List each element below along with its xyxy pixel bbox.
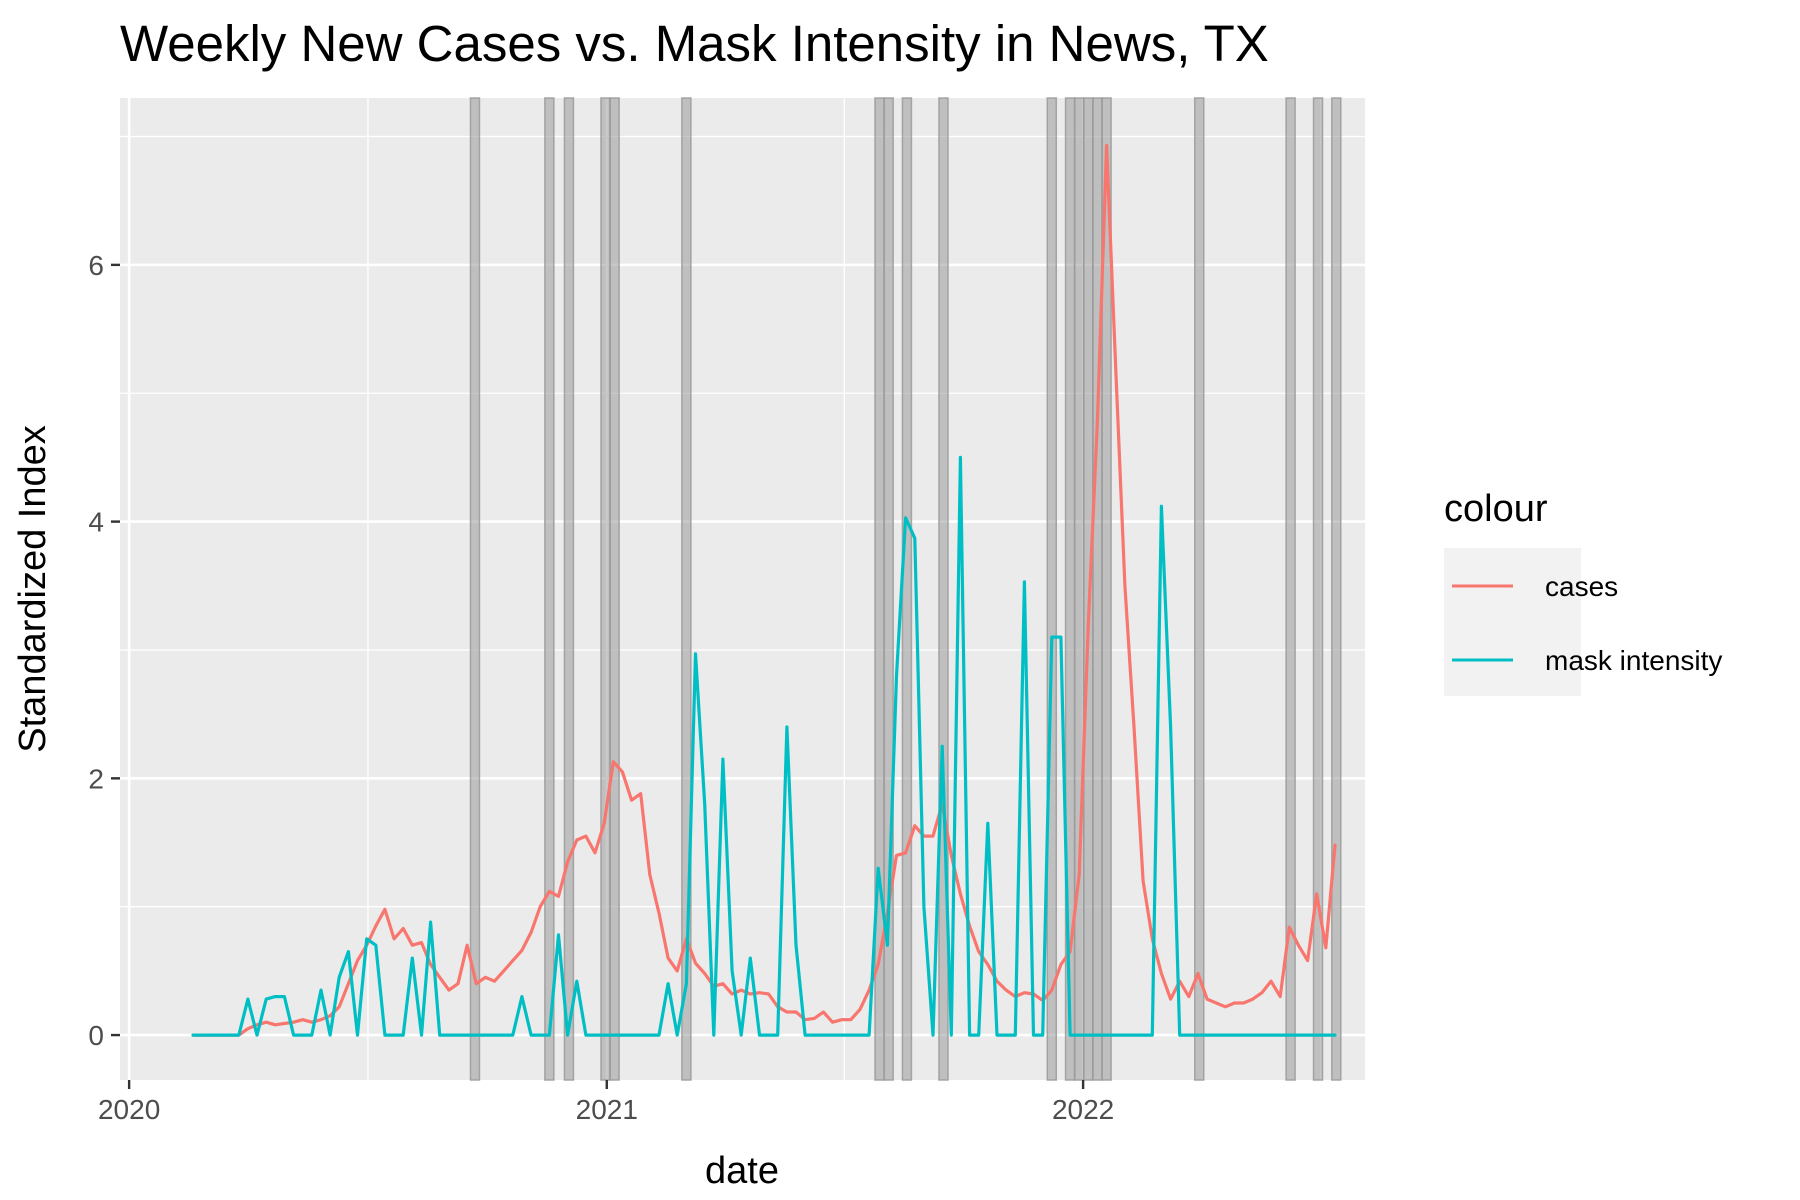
shaded-weeks [469,97,1342,1081]
shaded-week-band [1285,97,1296,1081]
shaded-week-band [1101,97,1112,1081]
shaded-week-band [681,97,692,1081]
shaded-week-band [1194,97,1205,1081]
plot-panel [120,98,1365,1080]
legend-title: colour [1444,488,1548,530]
y-axis-title: Standardized Index [12,425,54,752]
shaded-week-band [563,97,575,1081]
x-axis-title: date [705,1150,779,1192]
series-line-cases [191,143,1337,1037]
y-tick-label: 2 [88,763,104,794]
shaded-week-band [469,97,481,1081]
shaded-week-band [1046,97,1058,1081]
shaded-week-band [1312,97,1324,1081]
shaded-week-band [1092,97,1103,1081]
y-tick-label: 6 [88,250,104,281]
axes: 0 2 4 6 2020 2021 2022 [88,250,1114,1125]
legend-label-mask-intensity: mask intensity [1545,645,1722,676]
shaded-week-band [938,97,949,1081]
legend: colour cases mask intensity [1444,488,1722,696]
x-tick-label: 2022 [1052,1094,1114,1125]
shaded-week-band [609,97,620,1081]
shaded-week-band [1073,97,1085,1081]
shaded-week-band [901,97,913,1081]
shaded-week-band [883,97,894,1081]
y-tick-label: 0 [88,1020,104,1051]
legend-keys-background [1444,548,1581,696]
chart-title: Weekly New Cases vs. Mask Intensity in N… [120,15,1269,72]
x-tick-label: 2021 [576,1094,638,1125]
series-lines [191,143,1337,1037]
shaded-week-band [600,97,611,1081]
x-tick-label: 2020 [98,1094,160,1125]
shaded-week-band [1331,97,1342,1081]
legend-label-cases: cases [1545,571,1618,602]
y-tick-label: 4 [88,507,104,538]
shaded-week-band [544,97,555,1081]
series-line-mask-intensity [191,455,1337,1037]
